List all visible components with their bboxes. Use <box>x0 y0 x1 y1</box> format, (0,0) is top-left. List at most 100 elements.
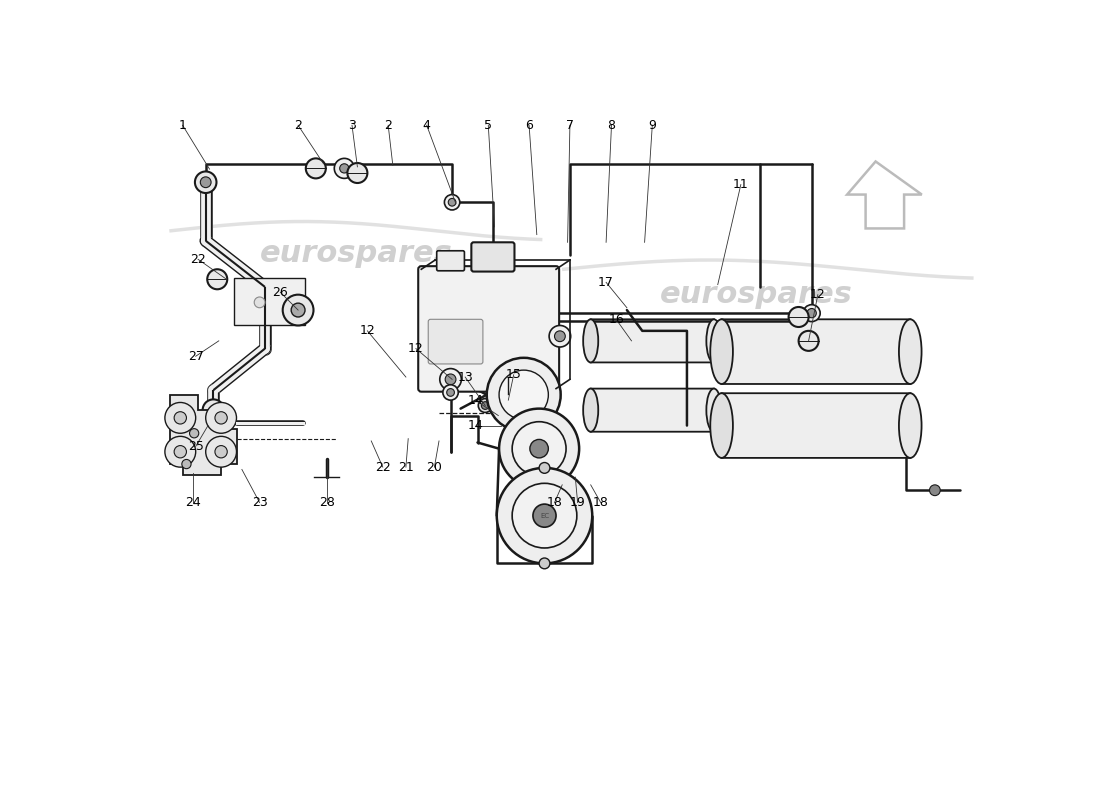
Text: 2: 2 <box>294 118 302 132</box>
Text: 16: 16 <box>608 313 624 326</box>
Ellipse shape <box>899 394 922 458</box>
Circle shape <box>513 374 522 385</box>
Circle shape <box>807 309 816 318</box>
Circle shape <box>789 307 808 327</box>
Ellipse shape <box>706 319 722 362</box>
Circle shape <box>486 358 561 432</box>
Circle shape <box>207 270 228 290</box>
Text: 27: 27 <box>188 350 204 362</box>
Text: 14: 14 <box>468 394 483 406</box>
Circle shape <box>200 418 216 434</box>
Circle shape <box>539 462 550 474</box>
Text: 4: 4 <box>422 118 430 132</box>
Circle shape <box>539 558 550 569</box>
Text: 18: 18 <box>547 496 562 509</box>
Circle shape <box>446 374 455 385</box>
Circle shape <box>497 468 592 563</box>
FancyBboxPatch shape <box>234 278 305 326</box>
Text: eurospares: eurospares <box>260 239 452 268</box>
FancyBboxPatch shape <box>591 319 714 362</box>
Circle shape <box>478 398 492 413</box>
Text: 22: 22 <box>190 253 206 266</box>
FancyBboxPatch shape <box>428 319 483 364</box>
Circle shape <box>530 439 548 458</box>
Circle shape <box>799 331 818 351</box>
Text: 13: 13 <box>458 370 473 383</box>
Circle shape <box>334 158 354 178</box>
Text: EC: EC <box>540 513 549 518</box>
Circle shape <box>200 177 211 188</box>
FancyBboxPatch shape <box>591 389 714 432</box>
Circle shape <box>514 389 521 396</box>
Circle shape <box>513 422 566 476</box>
Ellipse shape <box>711 394 733 458</box>
Circle shape <box>440 369 461 390</box>
Circle shape <box>449 198 456 206</box>
Text: 7: 7 <box>565 118 574 132</box>
Circle shape <box>447 389 454 396</box>
Circle shape <box>502 394 515 406</box>
Circle shape <box>195 171 217 193</box>
FancyBboxPatch shape <box>437 250 464 270</box>
Ellipse shape <box>706 389 722 432</box>
Text: 18: 18 <box>593 496 608 509</box>
Ellipse shape <box>583 319 598 362</box>
Text: 19: 19 <box>570 496 585 509</box>
FancyBboxPatch shape <box>722 394 911 458</box>
Circle shape <box>534 504 556 527</box>
Text: 21: 21 <box>398 461 414 474</box>
Circle shape <box>507 369 528 390</box>
Circle shape <box>165 402 196 434</box>
FancyBboxPatch shape <box>471 242 515 271</box>
Circle shape <box>513 483 576 548</box>
Circle shape <box>485 250 501 265</box>
Text: 5: 5 <box>484 118 493 132</box>
Circle shape <box>509 385 526 400</box>
Text: 26: 26 <box>273 286 288 299</box>
Circle shape <box>165 436 196 467</box>
Circle shape <box>182 459 191 469</box>
Text: 20: 20 <box>427 461 442 474</box>
Text: 11: 11 <box>733 178 749 191</box>
Text: 23: 23 <box>252 496 267 509</box>
Circle shape <box>499 409 579 489</box>
Text: 12: 12 <box>360 324 375 338</box>
Circle shape <box>206 402 236 434</box>
Text: 8: 8 <box>607 118 616 132</box>
Text: 12: 12 <box>408 342 424 355</box>
Text: 28: 28 <box>319 496 334 509</box>
Text: 25: 25 <box>188 440 204 453</box>
Circle shape <box>214 446 228 458</box>
Text: 17: 17 <box>598 276 614 289</box>
Circle shape <box>549 326 571 347</box>
Circle shape <box>283 294 313 326</box>
Text: 24: 24 <box>185 496 200 509</box>
Circle shape <box>499 370 548 419</box>
Text: 15: 15 <box>506 368 521 382</box>
Text: 1: 1 <box>178 118 187 132</box>
Circle shape <box>205 422 212 430</box>
Circle shape <box>505 371 513 378</box>
Text: 12: 12 <box>810 288 826 301</box>
Circle shape <box>340 164 349 173</box>
Circle shape <box>348 163 367 183</box>
Circle shape <box>189 429 199 438</box>
Text: 6: 6 <box>525 118 533 132</box>
Ellipse shape <box>899 319 922 384</box>
FancyBboxPatch shape <box>722 319 911 384</box>
Circle shape <box>174 446 187 458</box>
Text: 2: 2 <box>384 118 392 132</box>
Text: eurospares: eurospares <box>660 280 852 309</box>
Text: 22: 22 <box>375 461 390 474</box>
Circle shape <box>443 385 459 400</box>
FancyBboxPatch shape <box>418 266 559 392</box>
Circle shape <box>444 194 460 210</box>
Ellipse shape <box>583 389 598 432</box>
Circle shape <box>930 485 940 496</box>
Circle shape <box>206 436 236 467</box>
Circle shape <box>482 402 490 410</box>
Circle shape <box>306 158 326 178</box>
Text: 9: 9 <box>648 118 657 132</box>
Circle shape <box>174 412 187 424</box>
Circle shape <box>202 399 224 421</box>
